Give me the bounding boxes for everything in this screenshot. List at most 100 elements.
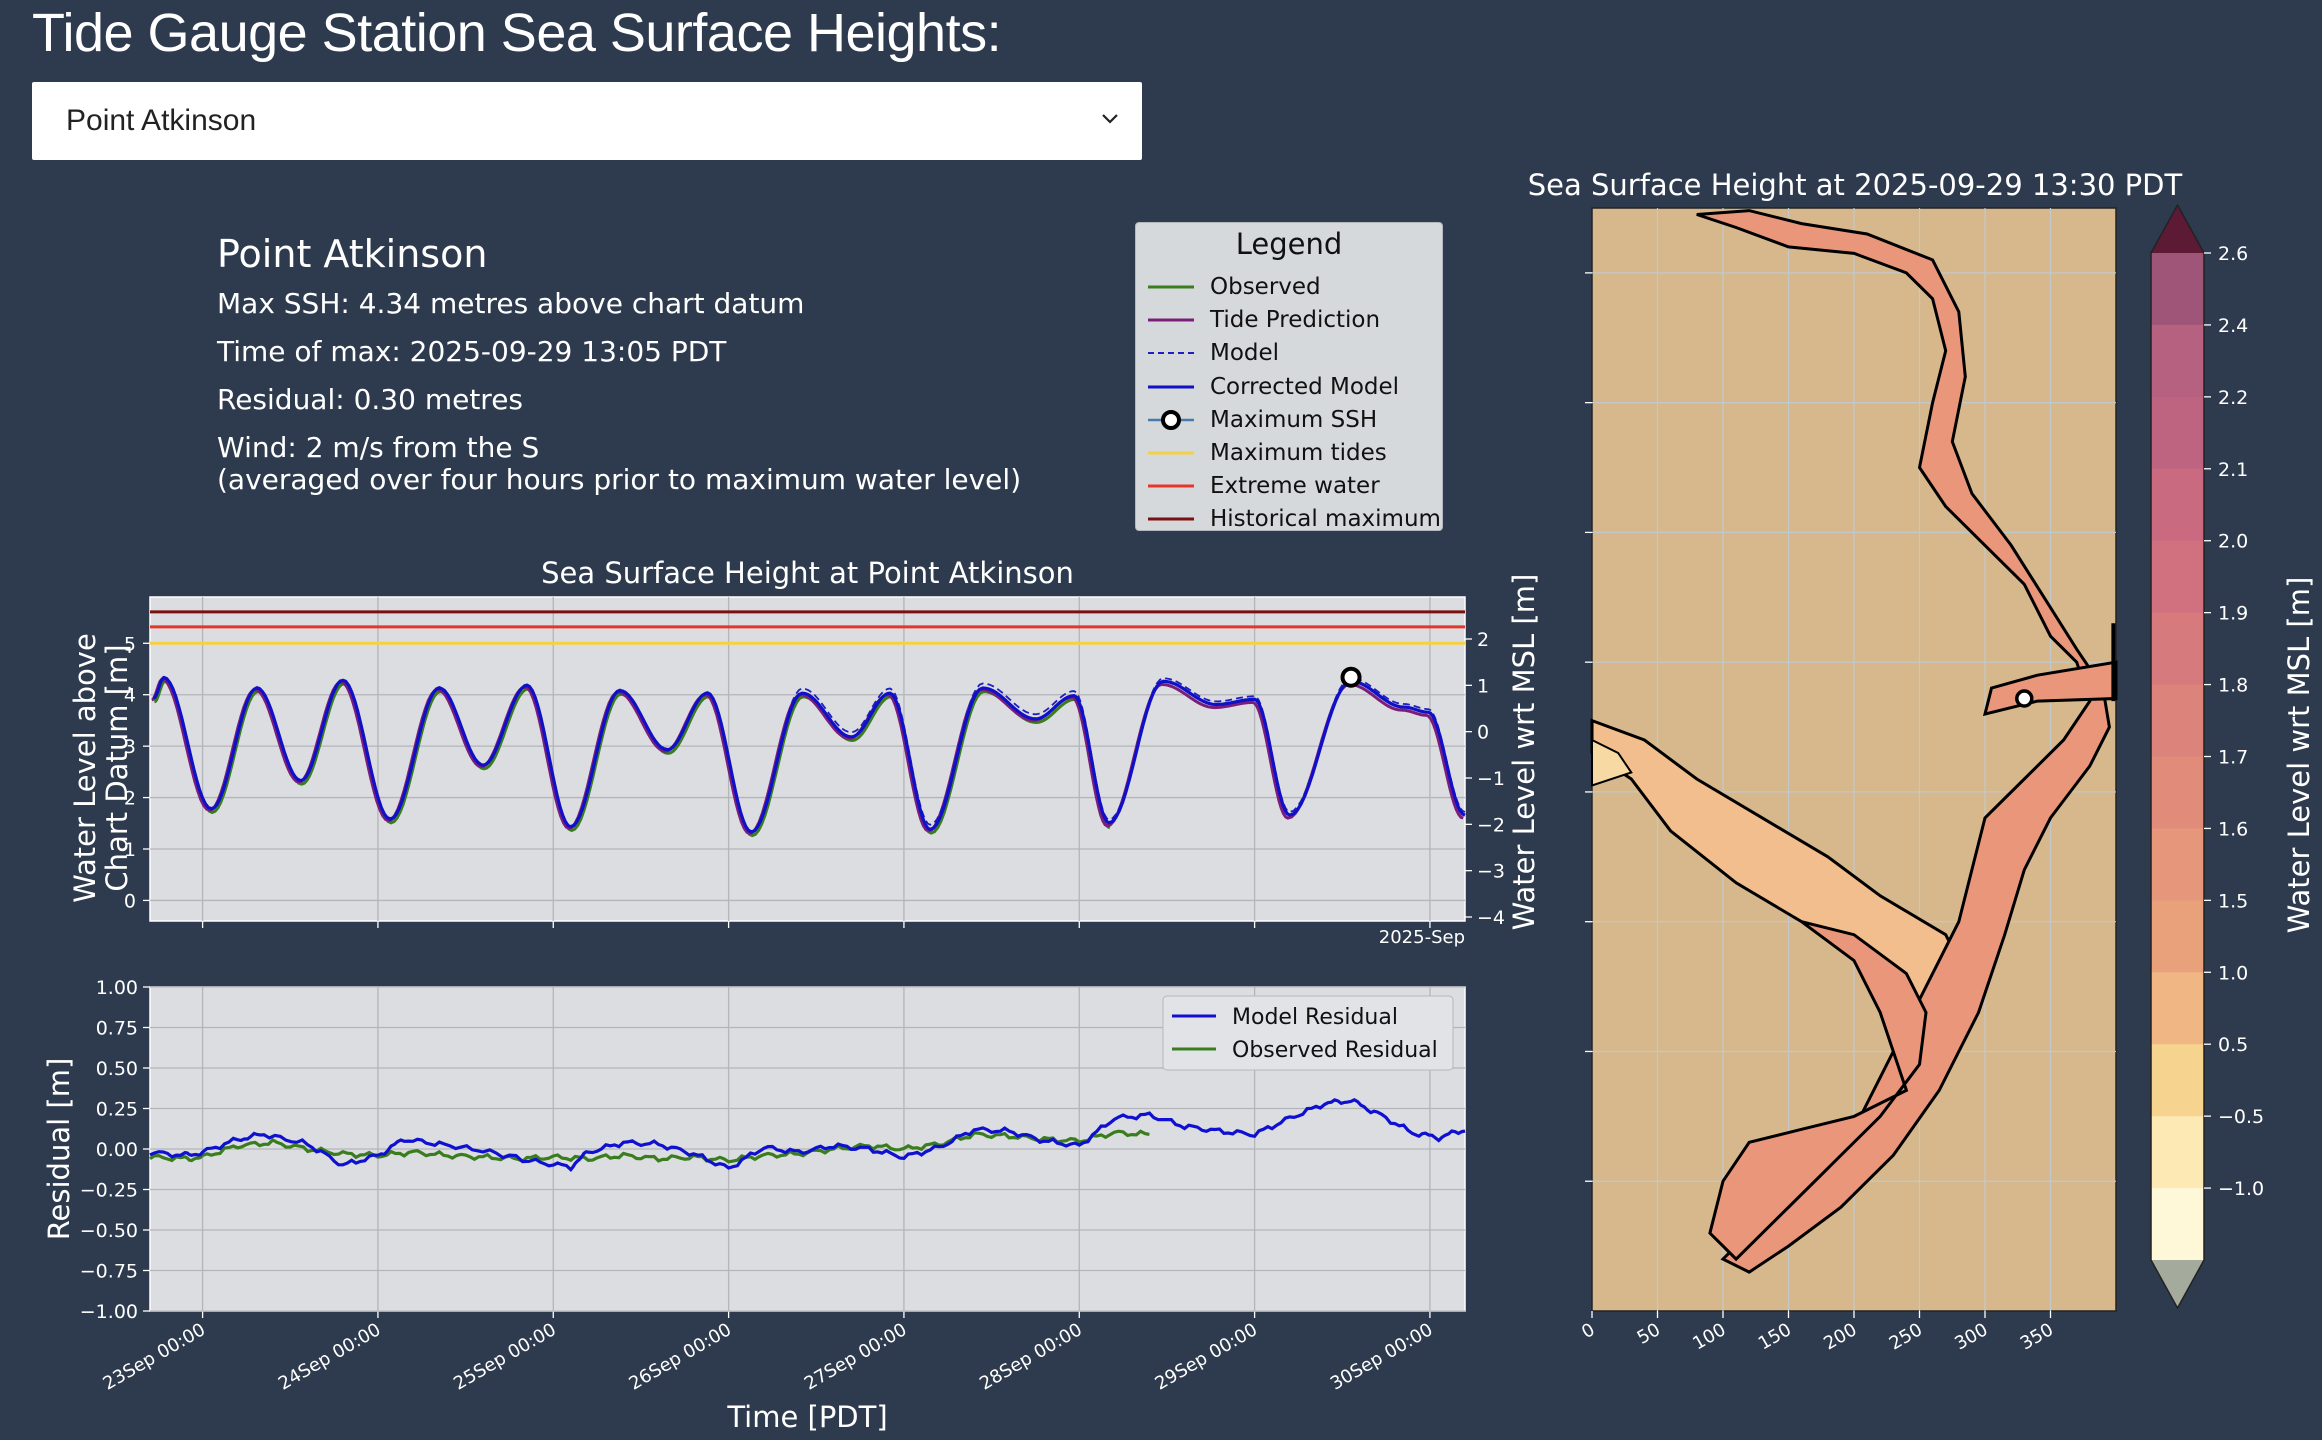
- map-land: [1591, 207, 2117, 1312]
- station-dropdown[interactable]: Point Atkinson: [32, 82, 1142, 160]
- model-line: [153, 675, 1466, 832]
- legend-item: Corrected Model: [1146, 372, 1399, 402]
- legend-item-label: Extreme water: [1210, 473, 1380, 500]
- map-x-tick-label: 300: [1951, 1319, 1991, 1354]
- residual-y-tick-label: 0.75: [96, 1018, 138, 1040]
- ssh-right-y-tick-label: 2: [1477, 629, 1489, 651]
- map-x-tick-label: 150: [1755, 1319, 1795, 1354]
- map-water-low: [1590, 718, 1974, 1015]
- tide-prediction-line: [151, 677, 1464, 836]
- ssh-right-y-tick-label: 1: [1477, 675, 1489, 697]
- chart-legend: Legend Observed Tide Prediction Model Corre…: [1135, 222, 1443, 534]
- ssh-right-y-tick-label: 0: [1477, 722, 1489, 744]
- legend-item-label: Corrected Model: [1210, 373, 1400, 400]
- observed-residual-line: [149, 1129, 1150, 1164]
- legend-item-label: Maximum tides: [1210, 440, 1387, 466]
- colorbar-segment: [2151, 612, 2204, 686]
- residual-y-tick-label: 1.00: [96, 977, 138, 999]
- legend-item-label: Model: [1210, 340, 1280, 367]
- residual-legend-label: Observed Residual: [1232, 1038, 1438, 1063]
- map-x-tick-label: 100: [1689, 1319, 1729, 1354]
- residual-y-tick-label: −0.25: [80, 1180, 138, 1202]
- residual-x-tick-label: 29Sep 00:00: [1151, 1319, 1261, 1394]
- residual-y-tick-label: −1.00: [80, 1301, 138, 1323]
- ssh-x-offset-label: 2025-Sep: [1379, 927, 1465, 948]
- map-water-south: [1708, 920, 1928, 1262]
- maximum-ssh-marker: [1340, 666, 1362, 688]
- legend-item: Maximum tides: [1146, 438, 1387, 468]
- colorbar-segment: [2151, 253, 2204, 326]
- residual-y-tick-label: 0.00: [96, 1139, 138, 1161]
- legend-item: Tide Prediction: [1146, 305, 1380, 335]
- residual-legend-box: [1162, 995, 1454, 1071]
- legend-swatch: [1148, 409, 1194, 430]
- legend-swatch: [1148, 285, 1194, 289]
- colorbar-segment: [2151, 1116, 2204, 1189]
- ssh-y-axis-label-line1: Water Level above: [68, 633, 102, 903]
- residual-x-tick-label: 24Sep 00:00: [275, 1319, 385, 1394]
- colorbar-tick-label: 1.8: [2218, 675, 2248, 697]
- colorbar-extend-high: [2151, 205, 2204, 253]
- colorbar-segment: [2151, 1188, 2204, 1261]
- ssh-right-y-tick-label: −3: [1477, 861, 1505, 883]
- legend-swatch: [1148, 385, 1194, 389]
- station-dropdown-value: Point Atkinson: [66, 104, 257, 137]
- colorbar-tick-label: 0.5: [2218, 1034, 2248, 1056]
- legend-item-label: Observed: [1210, 274, 1321, 300]
- colorbar-segment: [2151, 900, 2204, 973]
- colorbar-segment: [2151, 972, 2204, 1045]
- colorbar-segment: [2151, 324, 2204, 398]
- legend-item: Extreme water: [1146, 471, 1380, 501]
- colorbar-segment: [2151, 756, 2204, 830]
- colorbar-label: Water Level wrt MSL [m]: [2282, 576, 2316, 934]
- time-of-max-text: Time of max: 2025-09-29 13:05 PDT: [217, 335, 727, 368]
- colorbar-tick-label: 1.9: [2218, 603, 2248, 625]
- legend-item: Model: [1146, 338, 1279, 368]
- legend-item: Historical maximum: [1146, 504, 1441, 534]
- ssh-right-y-tick-label: −4: [1477, 907, 1505, 929]
- colorbar-segment: [2151, 1044, 2204, 1117]
- model-residual-line: [149, 1098, 1466, 1173]
- ssh-y-axis-label-line2: Chart Datum [m]: [100, 644, 134, 892]
- residual-y-tick-label: −0.50: [80, 1220, 138, 1242]
- legend-item-label: Historical maximum: [1210, 506, 1441, 533]
- residual-x-tick-label: 25Sep 00:00: [450, 1319, 560, 1394]
- map-x-tick-label: 350: [2017, 1319, 2057, 1354]
- residual-legend-label: Model Residual: [1232, 1005, 1398, 1030]
- residual-legend: Model Residual Observed Residual: [1162, 995, 1454, 1071]
- ssh-right-y-tick-label: −2: [1477, 814, 1505, 836]
- legend-swatch: [1148, 318, 1194, 322]
- legend-title: Legend: [1235, 227, 1343, 261]
- colorbar-extend-low: [2151, 1260, 2204, 1308]
- corrected-model-line: [153, 675, 1466, 834]
- ssh-right-y-tick-label: −1: [1477, 768, 1505, 790]
- wind-note-text: (averaged over four hours prior to maxim…: [217, 463, 1022, 496]
- residual-y-axis-label: Residual [m]: [42, 1057, 76, 1241]
- residual-x-tick-label: 28Sep 00:00: [976, 1319, 1086, 1394]
- colorbar-segment: [2151, 468, 2204, 542]
- colorbar-tick-label: −1.0: [2218, 1178, 2264, 1200]
- colorbar-tick-label: 1.7: [2218, 747, 2248, 769]
- colorbar-tick-label: 1.6: [2218, 818, 2248, 840]
- legend-item: Observed: [1146, 272, 1321, 302]
- legend-swatch: [1148, 517, 1194, 521]
- ssh-plot-area: [149, 596, 1466, 922]
- map-water-west: [1591, 738, 1633, 787]
- map-water-high: [1696, 209, 2111, 1274]
- residual-x-tick-label: 27Sep 00:00: [801, 1319, 911, 1394]
- colorbar-tick-label: 1.5: [2218, 890, 2248, 912]
- colorbar-segment: [2151, 540, 2204, 614]
- colorbar-tick-label: 2.6: [2218, 243, 2248, 265]
- residual-x-tick-label: 26Sep 00:00: [625, 1319, 735, 1394]
- colorbar-tick-label: 2.2: [2218, 387, 2248, 409]
- map-x-tick-label: 250: [1886, 1319, 1926, 1354]
- station-info-panel: Point Atkinson Max SSH: 4.34 metres abov…: [217, 232, 1021, 496]
- colorbar-segment: [2151, 684, 2204, 758]
- ssh-right-y-axis-label: Water Level wrt MSL [m]: [1507, 573, 1541, 931]
- residual-x-tick-label: 30Sep 00:00: [1327, 1319, 1437, 1394]
- time-x-axis-label: Time [PDT]: [727, 1400, 888, 1434]
- wind-text: Wind: 2 m/s from the S: [217, 431, 540, 464]
